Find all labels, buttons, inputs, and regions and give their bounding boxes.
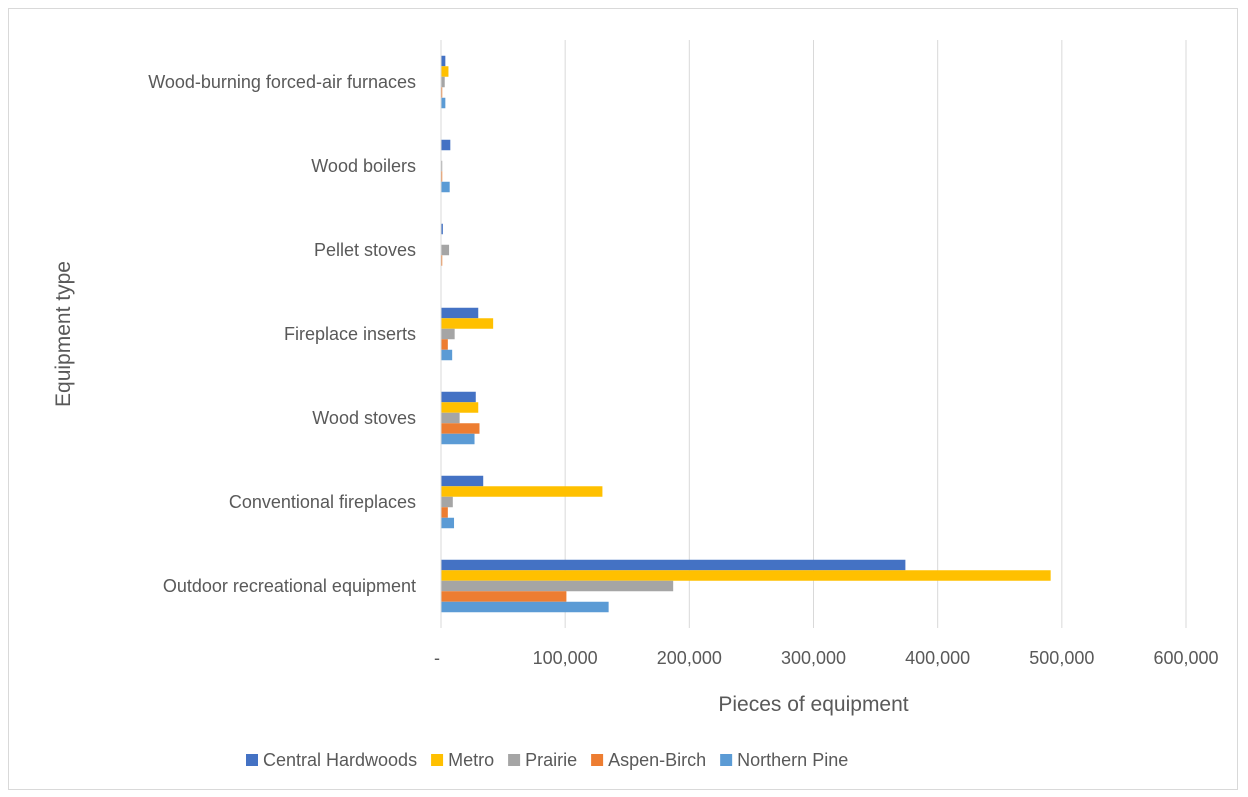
legend-label: Metro [448,750,494,770]
x-tick-label: 300,000 [781,648,846,668]
bar [441,507,448,518]
x-tick-label: - [434,648,440,668]
bar [441,76,445,88]
legend-swatch [246,754,258,766]
x-tick-label: 600,000 [1153,648,1218,668]
x-tick-label: 100,000 [533,648,598,668]
bar [441,139,451,151]
legend-swatch [508,754,521,766]
category-label: Conventional fireplaces [229,492,416,512]
bar [441,223,443,235]
bar [441,55,446,67]
bar [441,601,609,613]
category-label: Outdoor recreational equipment [163,576,416,596]
x-tick-label: 400,000 [905,648,970,668]
bar [441,255,443,266]
y-axis-title: Equipment type [52,261,75,407]
legend-swatch [591,754,604,766]
bar [441,244,450,256]
bar [441,160,443,172]
legend-swatch [720,754,733,766]
category-label: Wood-burning forced-air furnaces [148,72,416,92]
bar [441,307,479,319]
category-label: Pellet stoves [314,240,416,260]
bar [441,66,449,77]
bar [441,580,674,592]
x-tick-labels: - 100,000 200,000 300,000 400,000 500,000 600,… [434,648,1219,668]
bar [441,496,453,508]
bar [441,412,460,424]
bar [441,181,450,193]
bar [441,433,475,445]
bar [441,591,567,602]
bar [441,517,455,529]
bar [441,328,455,340]
bar [441,486,603,497]
gridlines [564,40,1187,628]
bars [441,55,1051,613]
category-label: Wood boilers [311,156,416,176]
x-axis-title: Pieces of equipment [718,693,908,716]
bar [441,318,494,329]
bar [441,570,1051,581]
x-tick-label: 200,000 [657,648,722,668]
bar [441,339,448,350]
category-labels: Wood-burning forced-air furnaces Wood boi… [148,72,416,596]
legend: Central Hardwoods Metro Prairie Aspen-Birch… [246,750,848,770]
category-label: Wood stoves [312,408,416,428]
legend-label: Northern Pine [737,750,848,770]
chart-frame [8,8,1238,790]
x-tick-label: 500,000 [1029,648,1094,668]
bar [441,475,484,487]
legend-swatch [431,754,444,766]
bar [441,349,453,361]
bar [441,391,476,403]
bar [441,97,446,109]
bar [441,559,906,571]
category-label: Fireplace inserts [284,324,416,344]
bar [441,423,480,434]
bar [441,171,443,182]
legend-label: Aspen-Birch [608,750,706,770]
legend-label: Central Hardwoods [263,750,417,770]
bar [441,87,443,98]
bar [441,402,479,413]
legend-label: Prairie [525,750,577,770]
